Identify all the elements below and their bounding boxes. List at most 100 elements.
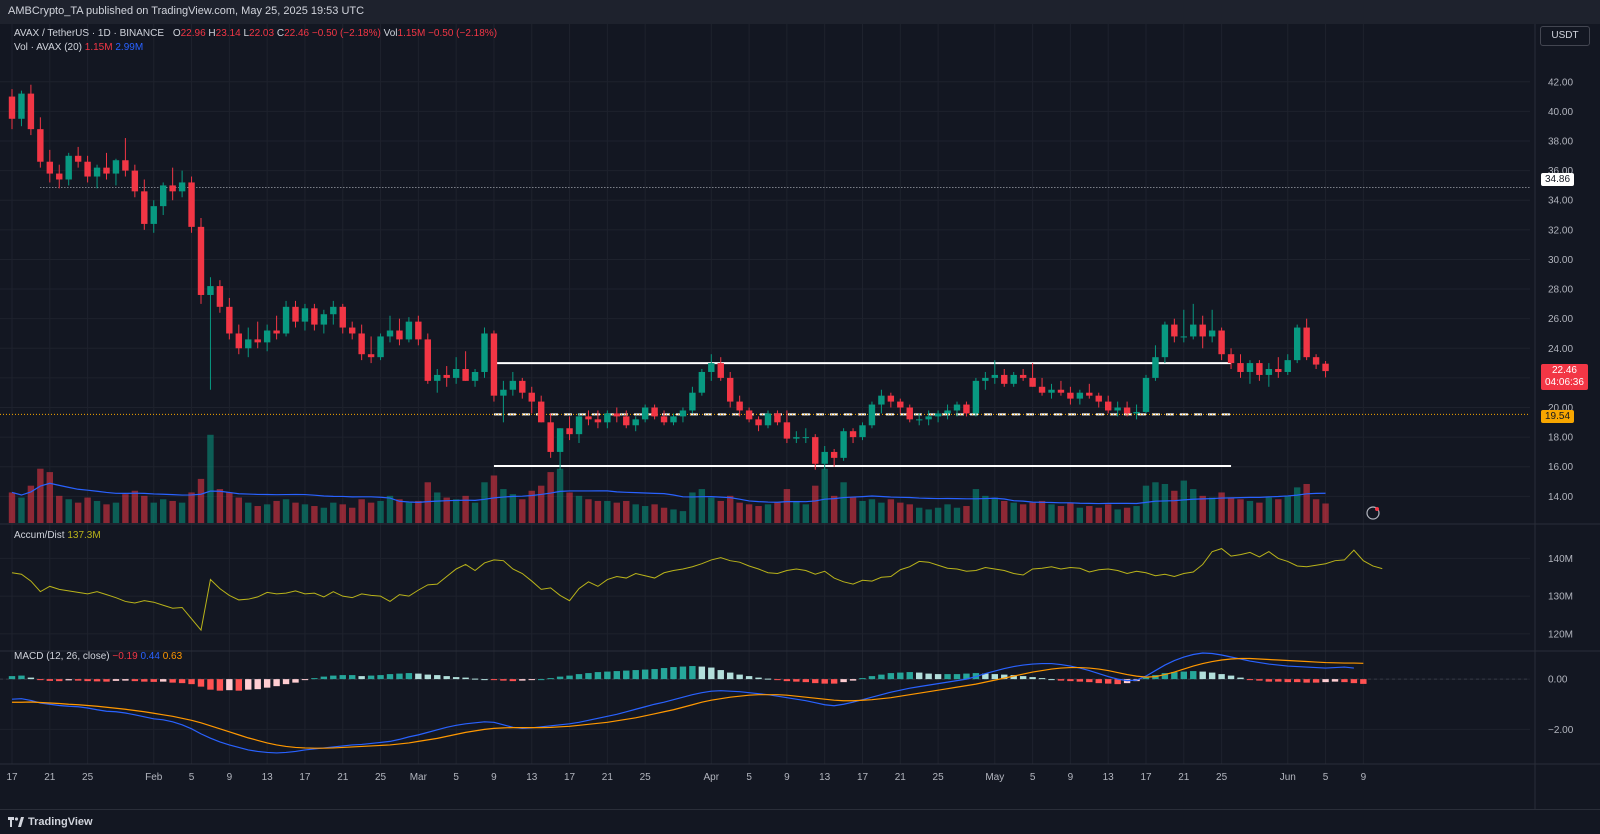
time-tick-label: 21 [337,772,349,783]
macd-hist-bar [509,679,517,682]
candle-body [556,428,564,452]
macd-hist-bar [727,672,734,680]
candle-body [160,185,167,207]
low-label: L [243,28,250,39]
replay-icon[interactable] [1366,506,1380,520]
macd-hist-bar [566,675,573,680]
volume-bar [1048,504,1055,523]
volume-bar [1076,507,1084,523]
macd-hist-bar [594,672,602,680]
volume-bar [556,468,564,523]
candle-body [74,155,82,162]
main-legend[interactable]: AVAX / TetherUS · 1D · BINANCE O22.96 H2… [14,28,497,39]
candle-body [1048,389,1055,393]
volume-bar [150,502,157,523]
candle-body [1275,369,1282,372]
time-tick-label: 9 [227,772,233,783]
candle-body [500,389,507,396]
macd-hist-bar [273,679,280,687]
candle-body [254,339,261,343]
time-tick-label: 17 [857,772,869,783]
time-tick-label: 5 [1030,772,1036,783]
macd-hist-bar [991,674,998,680]
volume-bar [538,485,545,523]
candle-body [1246,363,1254,372]
macd-hist-bar [103,679,110,682]
candle-body [613,413,620,417]
time-tick-label: 13 [819,772,831,783]
tradingview-logo[interactable]: TradingView [8,816,93,828]
chart-canvas[interactable]: 14.0016.0018.0020.0022.0024.0026.0028.00… [0,24,1600,809]
candle-body [112,160,120,174]
macd-hist-bar [982,673,989,680]
candle-body [868,404,876,426]
macd-hist-bar [1303,679,1310,683]
volume-bar [1171,490,1178,523]
macd-hist-bar [1275,679,1282,682]
macd-hist-bar [471,678,479,680]
volume-legend[interactable]: Vol · AVAX (20) 1.15M 2.99M [14,42,143,53]
candle-body [849,431,857,438]
candle-body [1029,377,1036,387]
time-tick-label: 13 [262,772,274,783]
volume-bar [641,506,649,523]
macd-hist-bar [632,670,639,680]
time-tick-label: Apr [704,772,720,783]
candle-body [991,374,998,378]
volume-bar [878,502,885,523]
volume-ma-line [11,482,1326,505]
macd-hist-bar [812,679,819,684]
time-tick-label: 25 [82,772,94,783]
macd-hist-bar [330,675,337,680]
volume-bar [566,492,573,523]
macd-tick-label: −2.00 [1548,725,1574,736]
time-tick-label: 9 [1068,772,1074,783]
candle-body [982,377,989,381]
time-tick-label: 17 [6,772,18,783]
macd-hist-bar [1199,671,1206,680]
macd-hist-bar [1171,672,1178,680]
volume-bar [481,482,488,523]
macd-hist-bar [452,677,460,680]
macd-hist-bar [660,668,668,680]
countdown-value: 04:06:36 [1545,377,1584,388]
macd-hist-bar [1057,679,1065,681]
macd-hist-bar [8,676,16,680]
volume-bar [386,495,394,523]
macd-hist-bar [934,674,942,680]
volume-bar [93,500,101,523]
macd-hist-bar [1294,679,1301,683]
time-tick-label: 5 [189,772,195,783]
currency-selector[interactable]: USDT [1540,26,1590,46]
macd-hist-bar [547,678,554,680]
candle-body [717,363,724,378]
macd-hist-bar [112,679,120,681]
candle-body [840,431,847,458]
volume-bar [1067,502,1074,523]
candlesticks [8,84,1329,470]
candle-body [1152,357,1159,378]
candle-body [585,416,592,420]
macd-hist-bar [764,678,772,680]
price-axis[interactable]: 14.0016.0018.0020.0022.0024.0026.0028.00… [1548,77,1574,736]
volume-bar [103,504,110,523]
volume-bar [367,502,375,523]
ad-legend[interactable]: Accum/Dist 137.3M [14,530,101,541]
volume-bar [585,499,592,523]
volume-bar [46,472,53,523]
macd-hist-bar [1038,678,1046,680]
volume-bar [358,499,365,523]
volume-bar [679,511,687,523]
candle-body [235,333,242,349]
macd-legend[interactable]: MACD (12, 26, close) −0.19 0.44 0.63 [14,651,182,662]
volume-bar [1114,509,1121,523]
time-axis[interactable]: 17 21 25 Feb 5 9 13 17 21 25 Mar 5 9 13 17 21 25 Apr 5 9 13 1… [6,772,1366,783]
macd-hist-bar [320,676,328,680]
volume-bar [1010,502,1017,523]
candle-body [632,419,639,426]
volume-bar [670,509,677,523]
price-tick-label: 16.00 [1548,462,1573,473]
volume-bar [282,499,290,523]
candle-body [651,407,658,417]
time-tick-label: 5 [1323,772,1329,783]
